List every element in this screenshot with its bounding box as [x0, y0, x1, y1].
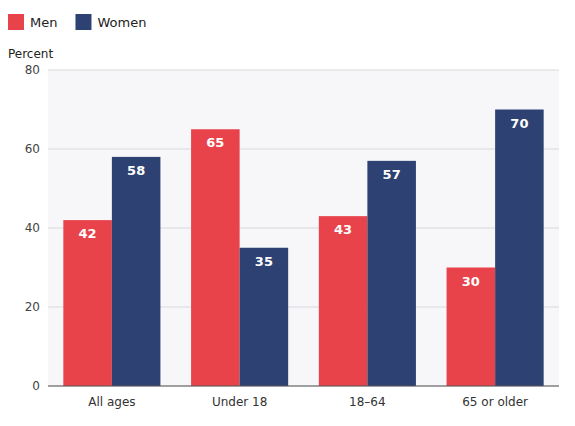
data-label: 35 [255, 254, 273, 269]
bar [63, 220, 112, 386]
y-axis-label: Percent [8, 47, 53, 61]
grid-line [48, 386, 559, 387]
bar [447, 268, 496, 387]
plot-background [48, 70, 559, 386]
y-tick-label: 40 [25, 221, 40, 235]
data-label: 65 [206, 135, 224, 150]
legend-item: Women [75, 14, 146, 30]
grid-line [48, 70, 559, 71]
x-tick-label: 18–64 [349, 395, 386, 409]
chart-svg: 0 20 40 60 80 42 58 65 35 43 57 30 70 All ages Under 1… [0, 0, 575, 426]
y-tick-label: 80 [25, 63, 40, 77]
x-tick-label: 65 or older [462, 395, 528, 409]
x-axis-line [48, 386, 559, 387]
chart-container: 0 20 40 60 80 42 58 65 35 43 57 30 70 All ages Under 1… [0, 0, 575, 426]
legend-label: Women [97, 15, 146, 30]
legend: Men Women [8, 14, 146, 30]
y-tick-label: 0 [32, 379, 40, 393]
legend-item: Men [8, 14, 57, 30]
data-labels: 42 58 65 35 43 57 30 70 [79, 116, 529, 289]
data-label: 43 [334, 222, 352, 237]
bar [319, 216, 368, 386]
data-label: 30 [462, 274, 480, 289]
y-tick-label: 60 [25, 142, 40, 156]
legend-swatch [8, 14, 24, 30]
bar [240, 248, 289, 386]
data-label: 58 [127, 163, 145, 178]
data-label: 57 [383, 167, 401, 182]
data-label: 42 [79, 226, 97, 241]
legend-swatch [75, 14, 91, 30]
x-tick-label: Under 18 [212, 395, 267, 409]
x-tick-label: All ages [88, 395, 135, 409]
bar [191, 129, 240, 386]
legend-label: Men [30, 15, 57, 30]
grid-line [48, 149, 559, 150]
y-tick-label: 20 [25, 300, 40, 314]
bar [495, 110, 544, 387]
bar [112, 157, 161, 386]
bars [63, 110, 543, 387]
bar [367, 161, 416, 386]
data-label: 70 [510, 116, 528, 131]
grid [48, 70, 559, 386]
